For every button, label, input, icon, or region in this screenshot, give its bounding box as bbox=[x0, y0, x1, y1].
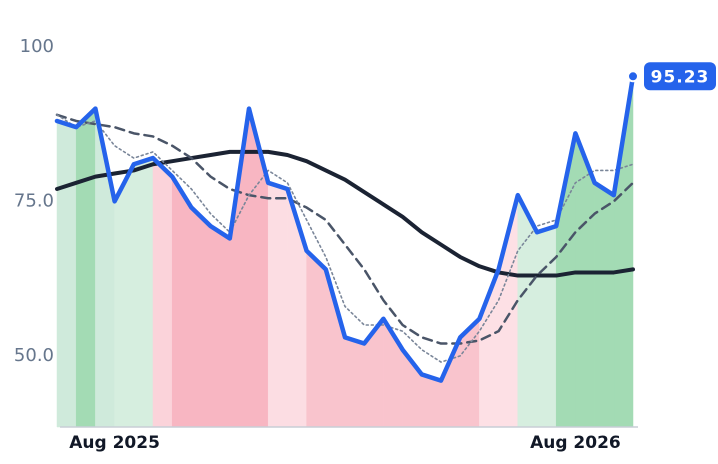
long-average-line bbox=[55, 149, 635, 278]
zone-area bbox=[594, 182, 615, 428]
zone-area bbox=[536, 225, 557, 428]
zone-area bbox=[325, 269, 346, 428]
zone-area bbox=[306, 250, 327, 428]
x-tick-label: Aug 2025 bbox=[69, 433, 160, 453]
medium-average-line bbox=[55, 113, 635, 345]
zone-area bbox=[421, 374, 442, 428]
zone-area bbox=[171, 175, 192, 428]
zone-area bbox=[229, 108, 250, 428]
value-label: 95.23 bbox=[651, 67, 710, 87]
zone-area bbox=[344, 337, 365, 428]
zone-area bbox=[75, 108, 96, 428]
y-tick-label: 75.0 bbox=[14, 190, 54, 211]
zone-area bbox=[133, 157, 154, 428]
last-point bbox=[627, 70, 639, 83]
zone-area bbox=[267, 182, 288, 428]
x-tick-label: Aug 2026 bbox=[530, 433, 621, 453]
zone-area bbox=[363, 318, 384, 428]
zone-area bbox=[56, 120, 77, 428]
zone-area bbox=[114, 164, 135, 428]
zone-area bbox=[248, 108, 269, 428]
short-average-line bbox=[56, 114, 634, 363]
price-line bbox=[54, 74, 636, 383]
zone-area bbox=[210, 225, 231, 428]
zone-area bbox=[191, 206, 211, 428]
zone-area bbox=[440, 337, 461, 428]
y-tick-label: 50.0 bbox=[14, 345, 54, 366]
value-badge bbox=[644, 62, 716, 91]
zone-area bbox=[152, 157, 173, 428]
y-tick-label: 100 bbox=[20, 36, 54, 57]
